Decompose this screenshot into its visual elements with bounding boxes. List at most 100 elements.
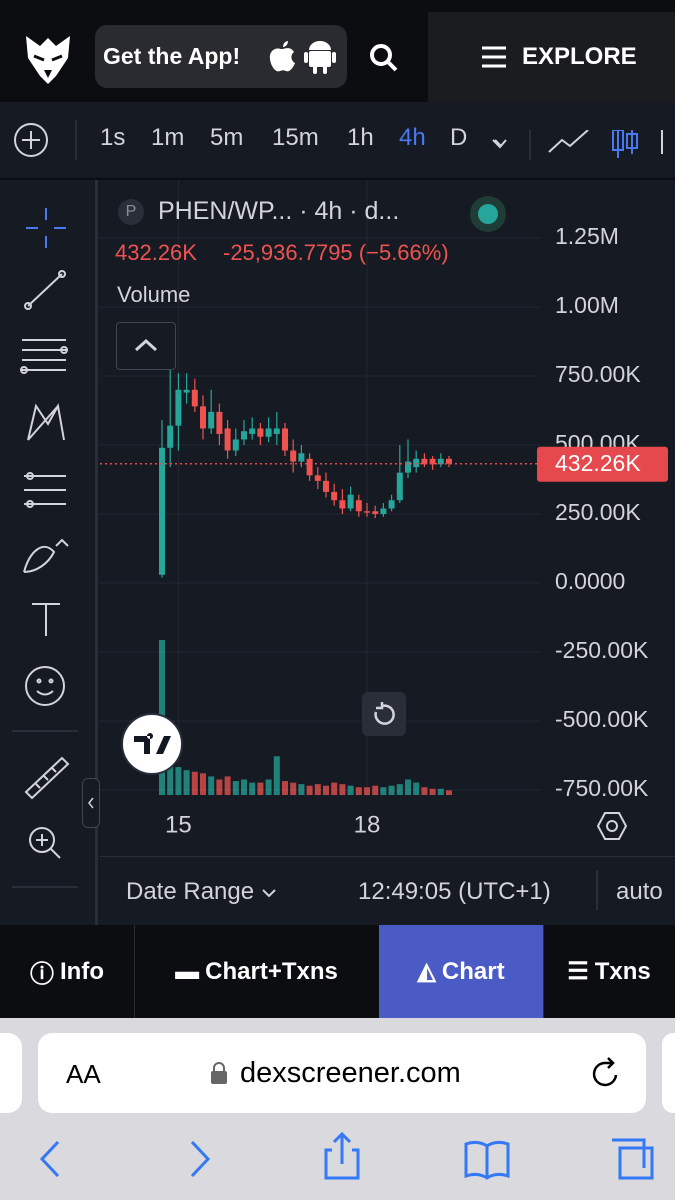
tab-icon: ▬ (175, 957, 200, 985)
timeframe-button[interactable]: 4h (399, 124, 426, 151)
x-tick-label: 15 (165, 811, 192, 838)
price-label-bg (537, 446, 668, 482)
last-price: 432.26K (115, 240, 197, 265)
text-size-button[interactable]: AA (66, 1059, 101, 1089)
search-icon[interactable] (368, 42, 400, 74)
volume-bar (306, 785, 313, 795)
tradingview-logo[interactable] (120, 712, 184, 776)
candle-body (224, 428, 231, 451)
price-label: 432.26K (555, 450, 641, 476)
volume-bar (429, 788, 436, 795)
get-app-text: Get the App! (103, 43, 241, 69)
volume-bar (241, 779, 247, 795)
tab[interactable]: ☰ Txns (543, 925, 675, 1018)
tool-icons[interactable] (0, 180, 95, 925)
candle-body (191, 389, 198, 407)
tabs-button[interactable] (612, 1138, 654, 1180)
chart-pane[interactable]: 1.25M1.00M750.00K500.00K250.00K0.0000-25… (100, 180, 675, 856)
volume-bar (216, 779, 223, 795)
timeframe-button[interactable]: 1m (151, 124, 185, 151)
url-text: dexscreener.com (240, 1057, 461, 1089)
candle-body (437, 458, 444, 465)
candle-body (216, 411, 223, 434)
settings-icon[interactable] (596, 810, 628, 842)
timeframe-button[interactable]: 1s (100, 124, 126, 151)
prev-tab[interactable] (0, 1033, 22, 1113)
tab-label: Chart+Txns (205, 957, 338, 985)
date-range-button[interactable]: Date Range (126, 878, 277, 906)
candle-body (241, 431, 247, 440)
toolbar (0, 102, 675, 180)
y-tick-label: -750.00K (555, 775, 649, 801)
volume-bar (273, 756, 280, 795)
y-tick-label: -250.00K (555, 637, 649, 663)
tab[interactable]: ◭ Chart (379, 925, 544, 1018)
status-dot-bg (470, 196, 506, 232)
y-tick-label: 1.00M (555, 292, 619, 318)
auto-scale[interactable]: auto (616, 878, 663, 905)
collapse-button[interactable] (116, 322, 176, 370)
candle-body (380, 508, 387, 515)
reload-icon[interactable] (590, 1057, 622, 1091)
add-indicator[interactable] (12, 121, 50, 159)
candle-body (175, 389, 182, 426)
volume-bar (405, 779, 411, 795)
candle-body (388, 500, 395, 509)
next-tab[interactable] (662, 1033, 675, 1113)
volume-bar (396, 784, 403, 795)
candle-body (323, 480, 329, 492)
explore-button[interactable]: EXPLORE (428, 12, 675, 102)
y-tick-label: 750.00K (555, 361, 641, 387)
volume-bar (167, 764, 174, 795)
volume-label: Volume (117, 282, 191, 307)
clock: 12:49:05 (UTC+1) (358, 878, 551, 905)
store-icons (269, 41, 336, 74)
candle-body (396, 472, 403, 501)
volume-bar (282, 781, 288, 795)
price-change: -25,936.7795 (−5.66%) (223, 240, 449, 265)
tab-icon: ◭ (417, 958, 436, 985)
tab[interactable]: ⓘ Info (0, 925, 135, 1018)
timeframe-button[interactable]: 1h (347, 124, 374, 151)
tab[interactable]: ▬ Chart+Txns (134, 925, 380, 1018)
volume-bar (290, 782, 297, 795)
forward-button[interactable] (190, 1140, 211, 1178)
volume-bar (323, 785, 329, 795)
chart-type-icons[interactable] (492, 130, 672, 160)
logo[interactable] (22, 32, 74, 87)
candle-body (413, 458, 420, 468)
back-button[interactable] (39, 1140, 60, 1178)
tab-label: Info (60, 957, 104, 985)
volume-bar (388, 785, 395, 795)
candle-body (339, 500, 346, 509)
volume-bar (355, 787, 362, 795)
candle-body (159, 447, 165, 575)
volume-bar (364, 787, 370, 795)
bookmarks-button[interactable] (464, 1140, 510, 1180)
volume-bar (347, 785, 354, 795)
timeframe-button[interactable]: 15m (272, 124, 319, 151)
volume-bar (257, 782, 264, 795)
candle-body (429, 458, 436, 465)
tab-bar: ⓘ Info ▬ Chart+Txns ◭ Chart ☰ Txns (0, 925, 675, 1018)
date-range-text: Date Range (126, 878, 255, 905)
get-app-button[interactable]: Get the App! (95, 25, 347, 88)
share-button[interactable] (324, 1131, 360, 1180)
drawing-tools (0, 180, 98, 925)
timeframe-button[interactable]: 5m (210, 124, 244, 151)
candle-body (183, 389, 190, 393)
volume-bar (232, 781, 239, 795)
tab-icon: ☰ (567, 958, 589, 985)
volume-bar (175, 767, 182, 795)
lock-icon (211, 1062, 227, 1084)
tab-icon: ⓘ (30, 961, 54, 988)
volume-bar (224, 776, 231, 795)
candle-body (446, 458, 452, 464)
sidebar-toggle[interactable] (82, 778, 100, 828)
timeframe-button[interactable]: D (450, 124, 468, 151)
candle-body (405, 461, 411, 473)
volume-bar (380, 787, 387, 795)
reset-button[interactable] (362, 692, 406, 736)
candle-body (331, 491, 338, 501)
url-field[interactable]: AA dexscreener.com (38, 1033, 646, 1113)
